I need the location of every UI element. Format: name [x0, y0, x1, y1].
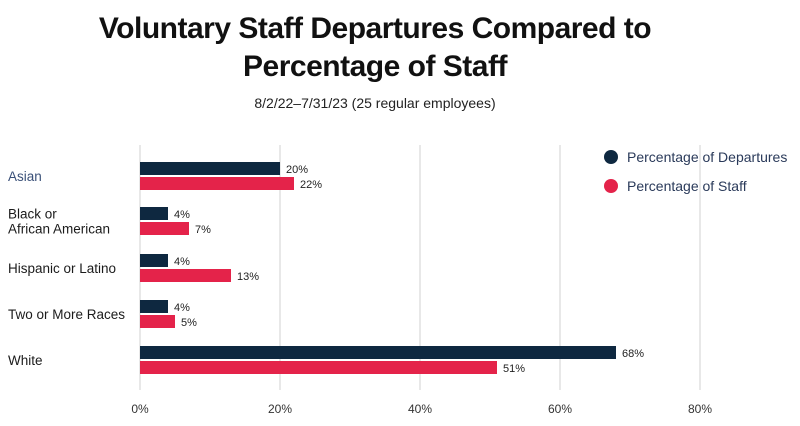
- x-tick-label: 40%: [408, 402, 432, 416]
- data-label: 7%: [195, 224, 211, 236]
- data-label: 20%: [286, 164, 308, 176]
- chart-subtitle: 8/2/22–7/31/23 (25 regular employees): [254, 95, 496, 111]
- data-label: 4%: [174, 209, 190, 221]
- chart-title: Voluntary Staff Departures Compared to P…: [0, 10, 750, 86]
- staff-bar: [140, 361, 497, 374]
- x-tick-label: 0%: [131, 402, 149, 416]
- category-label: White: [8, 353, 43, 368]
- data-label: 4%: [174, 302, 190, 314]
- staff-bar: [140, 177, 294, 190]
- data-label: 22%: [300, 179, 322, 191]
- departures-bar: [140, 300, 168, 313]
- departures-bar: [140, 254, 168, 267]
- title-line-2: Percentage of Staff: [243, 50, 507, 83]
- x-tick-label: 20%: [268, 402, 292, 416]
- x-tick-label: 60%: [548, 402, 572, 416]
- x-tick-label: 80%: [688, 402, 712, 416]
- category-label: Two or More Races: [8, 307, 125, 322]
- category-label: Hispanic or Latino: [8, 261, 116, 276]
- legend-marker-staff: [604, 179, 618, 193]
- legend-label: Percentage of Staff: [627, 178, 747, 194]
- data-label: 4%: [174, 256, 190, 268]
- departures-bar: [140, 162, 280, 175]
- legend-marker-departures: [604, 150, 618, 164]
- category-label: African American: [8, 222, 110, 237]
- departures-bar: [140, 346, 616, 359]
- legend-label: Percentage of Departures: [627, 149, 787, 165]
- departures-bar: [140, 207, 168, 220]
- title-line-1: Voluntary Staff Departures Compared to: [98, 12, 652, 45]
- staff-bar: [140, 269, 231, 282]
- data-label: 51%: [503, 363, 525, 375]
- data-label: 13%: [237, 271, 259, 283]
- data-label: 5%: [181, 317, 197, 329]
- category-label: Asian: [8, 169, 42, 184]
- data-label: 68%: [622, 348, 644, 360]
- staff-bar: [140, 222, 189, 235]
- category-label: Black or: [8, 207, 57, 222]
- staff-bar: [140, 315, 175, 328]
